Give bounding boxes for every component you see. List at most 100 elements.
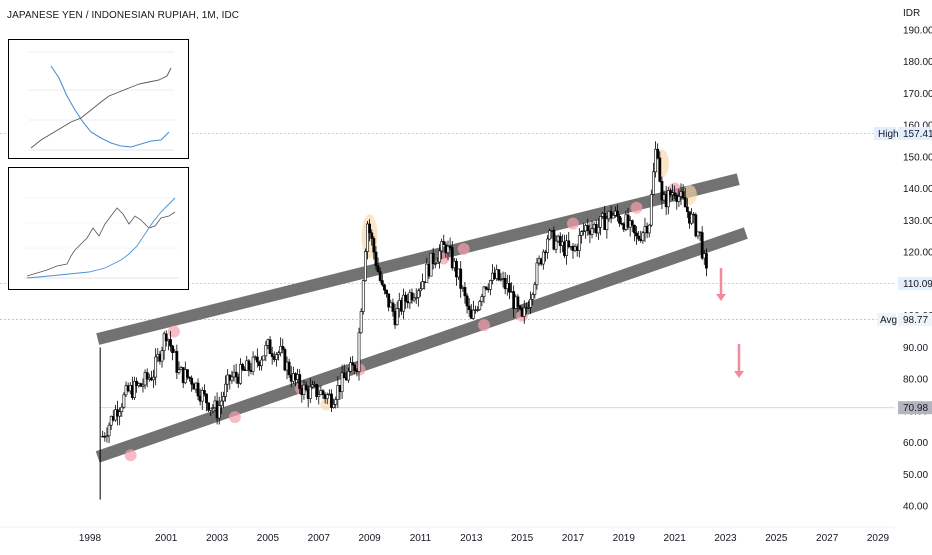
candle-body	[632, 224, 636, 234]
candle-body	[171, 345, 175, 353]
price-axis-tick: 180.00	[903, 57, 932, 68]
candle-body	[234, 371, 238, 378]
candle-body	[372, 238, 376, 253]
touch-highlight	[457, 242, 470, 255]
candle-body	[438, 250, 441, 263]
candle-body	[177, 369, 181, 373]
candle-body	[421, 281, 424, 290]
avg-price-badge-bg	[898, 313, 932, 327]
candle-body	[482, 286, 486, 297]
candle-body	[402, 294, 405, 312]
candle-body	[209, 407, 213, 411]
candle-body	[463, 287, 467, 297]
price-axis-unit: IDR	[903, 8, 920, 19]
candle-body	[435, 261, 439, 264]
candle-body	[251, 356, 255, 372]
candle-body	[459, 268, 463, 289]
candle-body	[654, 148, 657, 173]
candle-body	[287, 361, 291, 376]
candle-body	[673, 192, 677, 196]
candle-body	[586, 225, 590, 232]
candle-body	[442, 241, 446, 246]
candle-body	[283, 349, 287, 371]
candle-body	[516, 296, 520, 307]
candle-body	[518, 305, 522, 309]
candle-body	[541, 251, 545, 265]
candle-body	[255, 356, 259, 363]
candle-body	[476, 309, 480, 311]
touch-highlight	[228, 411, 241, 424]
candle-body	[260, 359, 263, 367]
candle-body	[353, 364, 357, 371]
candle-body	[480, 296, 484, 302]
candle-body	[304, 384, 308, 390]
touch-highlight	[124, 449, 137, 462]
candle-body	[262, 355, 266, 361]
candle-body	[370, 232, 374, 239]
time-axis-tick: 2007	[308, 533, 331, 544]
candle-body	[188, 376, 191, 379]
candle-body	[618, 216, 621, 224]
candle-body	[605, 218, 609, 230]
candle-body	[446, 245, 450, 254]
time-axis-tick: 2025	[765, 533, 788, 544]
time-axis-tick: 2021	[664, 533, 687, 544]
candle-body	[230, 376, 234, 381]
price-axis-tick: 50.00	[903, 470, 928, 481]
candle-body	[211, 407, 215, 409]
candle-body	[635, 232, 638, 237]
candle-body	[488, 280, 492, 290]
price-axis-tick: 120.00	[903, 248, 932, 259]
candle-body	[200, 390, 204, 402]
candle-body	[484, 286, 488, 290]
candle-body	[190, 377, 194, 385]
candle-body	[241, 364, 244, 370]
candle-body	[202, 390, 206, 395]
candle-body	[683, 197, 687, 208]
candle-body	[440, 241, 444, 252]
candle-body	[548, 230, 552, 240]
candle-body	[107, 424, 111, 437]
candle-body	[109, 415, 113, 426]
touch-highlight	[566, 217, 579, 230]
candle-body	[224, 383, 227, 397]
candle-body	[317, 394, 321, 397]
candle-body	[387, 293, 391, 308]
candle-body	[169, 339, 172, 347]
touch-highlight	[167, 325, 180, 338]
candle-body	[164, 333, 168, 342]
candle-body	[410, 292, 414, 301]
price-axis-tick: 90.00	[903, 343, 928, 354]
candle-body	[696, 231, 700, 237]
candle-body	[433, 263, 437, 265]
candle-body	[277, 352, 280, 355]
candle-body	[141, 384, 145, 387]
candle-body	[207, 402, 211, 411]
candle-body	[656, 148, 660, 159]
candle-body	[217, 405, 221, 419]
candle-body	[247, 360, 251, 371]
price-axis-tick: 190.00	[903, 26, 932, 37]
candle-body	[522, 307, 526, 317]
candle-body	[465, 295, 469, 307]
candle-body	[705, 253, 708, 269]
candle-body	[546, 238, 549, 253]
candle-body	[641, 232, 645, 241]
price-axis-tick: 80.00	[903, 375, 928, 386]
candle-body	[315, 384, 319, 397]
candle-body	[535, 262, 539, 286]
candle-body	[120, 406, 124, 412]
candle-body	[508, 283, 511, 293]
candle-body	[311, 384, 314, 388]
candle-body	[340, 372, 344, 393]
inset-chart-top-graphic	[9, 40, 188, 158]
candle-body	[152, 376, 155, 381]
candle-body	[133, 380, 136, 398]
candle-body	[357, 332, 361, 372]
candle-body	[647, 224, 651, 234]
candle-body	[325, 394, 329, 399]
candle-body	[105, 435, 109, 438]
candle-body	[419, 288, 422, 292]
candle-body	[270, 353, 274, 357]
